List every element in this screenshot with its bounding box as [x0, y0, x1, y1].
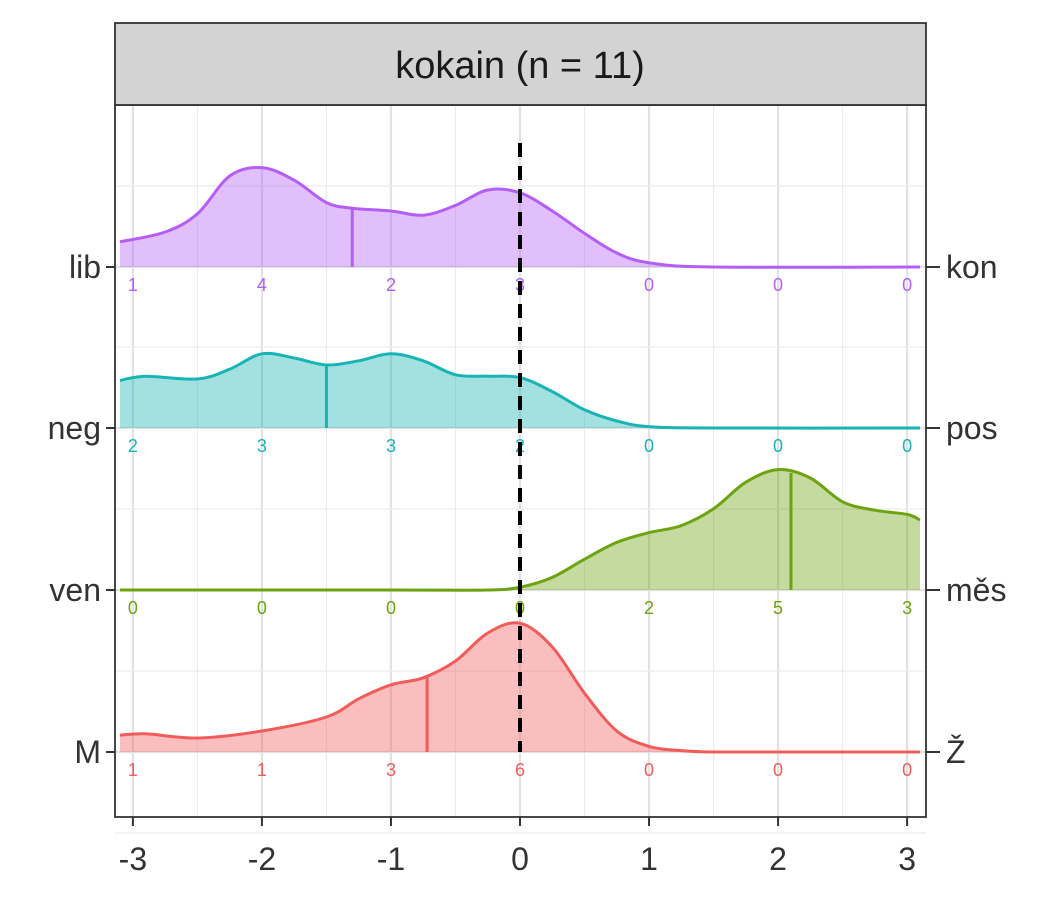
- count-label: 0: [773, 436, 783, 456]
- count-label: 0: [773, 760, 783, 780]
- density-line: [119, 165, 921, 269]
- x-tick-label: -2: [248, 841, 276, 877]
- x-axis: -3 -2 -1 0 1 2 3: [119, 817, 916, 877]
- count-label: 1: [128, 760, 138, 780]
- y-label-right: měs: [946, 572, 1006, 608]
- count-label: 0: [257, 598, 267, 618]
- count-label: 2: [644, 598, 654, 618]
- count-label: 0: [644, 760, 654, 780]
- y-label-left: M: [74, 734, 101, 770]
- density-line: [119, 621, 920, 754]
- count-label: 0: [644, 436, 654, 456]
- count-label: 0: [386, 598, 396, 618]
- density-line: [119, 351, 921, 430]
- y-label-left: ven: [49, 572, 101, 608]
- count-label: 0: [902, 436, 912, 456]
- x-tick-label: -1: [377, 841, 405, 877]
- count-label: 1: [257, 760, 267, 780]
- count-label: 0: [644, 275, 654, 295]
- y-label-left: lib: [69, 249, 101, 285]
- count-label: 0: [128, 598, 138, 618]
- count-label: 3: [902, 598, 912, 618]
- count-label: 3: [386, 436, 396, 456]
- facet-strip-background: [114, 22, 927, 106]
- count-label: 2: [386, 275, 396, 295]
- x-tick-label: -3: [119, 841, 147, 877]
- count-label: 1: [128, 275, 138, 295]
- ridge-M-Ž: [119, 621, 920, 754]
- count-label: 0: [902, 275, 912, 295]
- x-tick-label: 2: [769, 841, 787, 877]
- count-label: 5: [773, 598, 783, 618]
- x-tick-label: 0: [511, 841, 529, 877]
- x-tick-label: 1: [640, 841, 658, 877]
- y-label-right: kon: [946, 249, 998, 285]
- count-label: 6: [515, 760, 525, 780]
- count-label: 3: [257, 436, 267, 456]
- ridge-ven-měs: [120, 468, 921, 592]
- facet-strip: kokain (n = 11): [114, 22, 927, 106]
- density-line: [120, 468, 921, 592]
- facet-title: kokain (n = 11): [395, 45, 645, 87]
- x-tick-label: 3: [898, 841, 916, 877]
- y-label-right: pos: [946, 410, 998, 446]
- count-label: 0: [773, 275, 783, 295]
- count-label: 4: [257, 275, 267, 295]
- ridge-neg-pos: [119, 351, 921, 430]
- count-label: 0: [902, 760, 912, 780]
- count-label: 2: [128, 436, 138, 456]
- y-label-right: Ž: [946, 734, 966, 770]
- y-label-left: neg: [48, 410, 101, 446]
- density-area: [120, 353, 920, 429]
- count-label: 3: [386, 760, 396, 780]
- density-area: [120, 469, 920, 591]
